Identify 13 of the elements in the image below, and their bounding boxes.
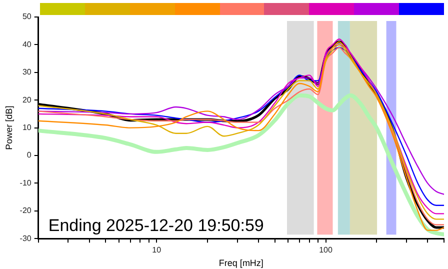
y-tick-label: -10 [20,178,32,188]
x-tick-label: 100 [319,246,333,255]
y-tick-label: -20 [20,206,32,216]
y-tick-label: 20 [22,95,32,104]
y-tick-label: 40 [22,40,32,49]
y-tick-label: 30 [22,68,32,77]
y-tick-label: -30 [20,234,32,243]
y-axis-title: Power [dB] [4,106,14,150]
y-tick-label: 50 [22,12,32,22]
y-tick-label: 10 [22,123,32,132]
x-axis-title: Freq [mHz] [218,258,264,268]
annotation: Ending 2025-12-20 19:50:59 [48,216,264,235]
y-tick-label: 0 [26,150,32,160]
